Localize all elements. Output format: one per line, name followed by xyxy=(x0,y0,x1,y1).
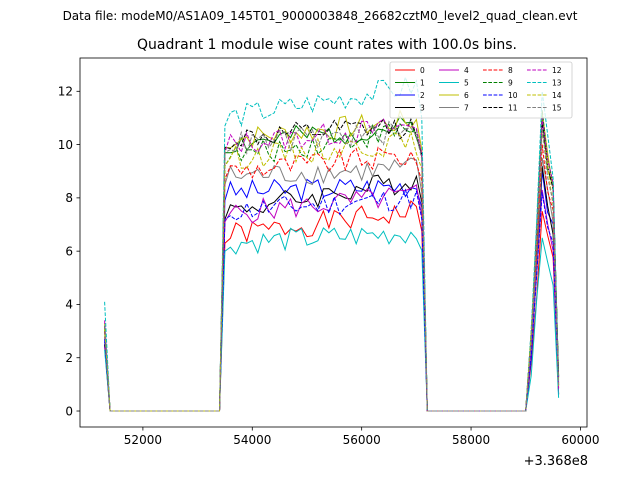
legend-label-5: 5 xyxy=(464,78,469,87)
x-tick-label-0: 52000 xyxy=(124,433,162,447)
x-tick-label-2: 56000 xyxy=(343,433,381,447)
legend-label-1: 1 xyxy=(420,78,425,87)
legend-label-6: 6 xyxy=(464,91,469,100)
legend-label-9: 9 xyxy=(508,78,513,87)
x-tick-label-1: 54000 xyxy=(233,433,271,447)
legend-label-14: 14 xyxy=(552,91,562,100)
legend-label-15: 15 xyxy=(552,103,562,112)
legend-box xyxy=(389,61,573,119)
y-tick-label-3: 6 xyxy=(65,244,73,258)
y-tick-label-6: 12 xyxy=(58,85,73,99)
legend-label-3: 3 xyxy=(420,103,425,112)
legend-label-4: 4 xyxy=(464,66,469,75)
legend-label-8: 8 xyxy=(508,66,513,75)
legend-label-0: 0 xyxy=(420,66,425,75)
y-tick-label-5: 10 xyxy=(58,138,73,152)
x-tick-label-4: 60000 xyxy=(561,433,599,447)
x-tick-label-3: 58000 xyxy=(452,433,490,447)
plot-area: 52000 54000 56000 58000 60000024681012012345… xyxy=(58,57,600,447)
legend-label-12: 12 xyxy=(552,66,562,75)
legend-label-2: 2 xyxy=(420,91,425,100)
y-tick-label-2: 4 xyxy=(65,298,73,312)
chart-title: Quadrant 1 module wise count rates with … xyxy=(137,37,517,53)
y-tick-label-0: 0 xyxy=(65,404,73,418)
legend-label-10: 10 xyxy=(508,91,518,100)
y-tick-label-1: 2 xyxy=(65,351,73,365)
figure-suptitle: Data file: modeM0/AS1A09_145T01_90000038… xyxy=(63,9,578,23)
axes-frame xyxy=(79,57,588,428)
legend-label-7: 7 xyxy=(464,103,469,112)
y-tick-label-4: 8 xyxy=(65,191,73,205)
x-axis-offset-label: +3.368e8 xyxy=(524,454,588,469)
legend-label-11: 11 xyxy=(508,103,518,112)
legend-label-13: 13 xyxy=(552,78,562,87)
series-line-15 xyxy=(104,120,560,412)
